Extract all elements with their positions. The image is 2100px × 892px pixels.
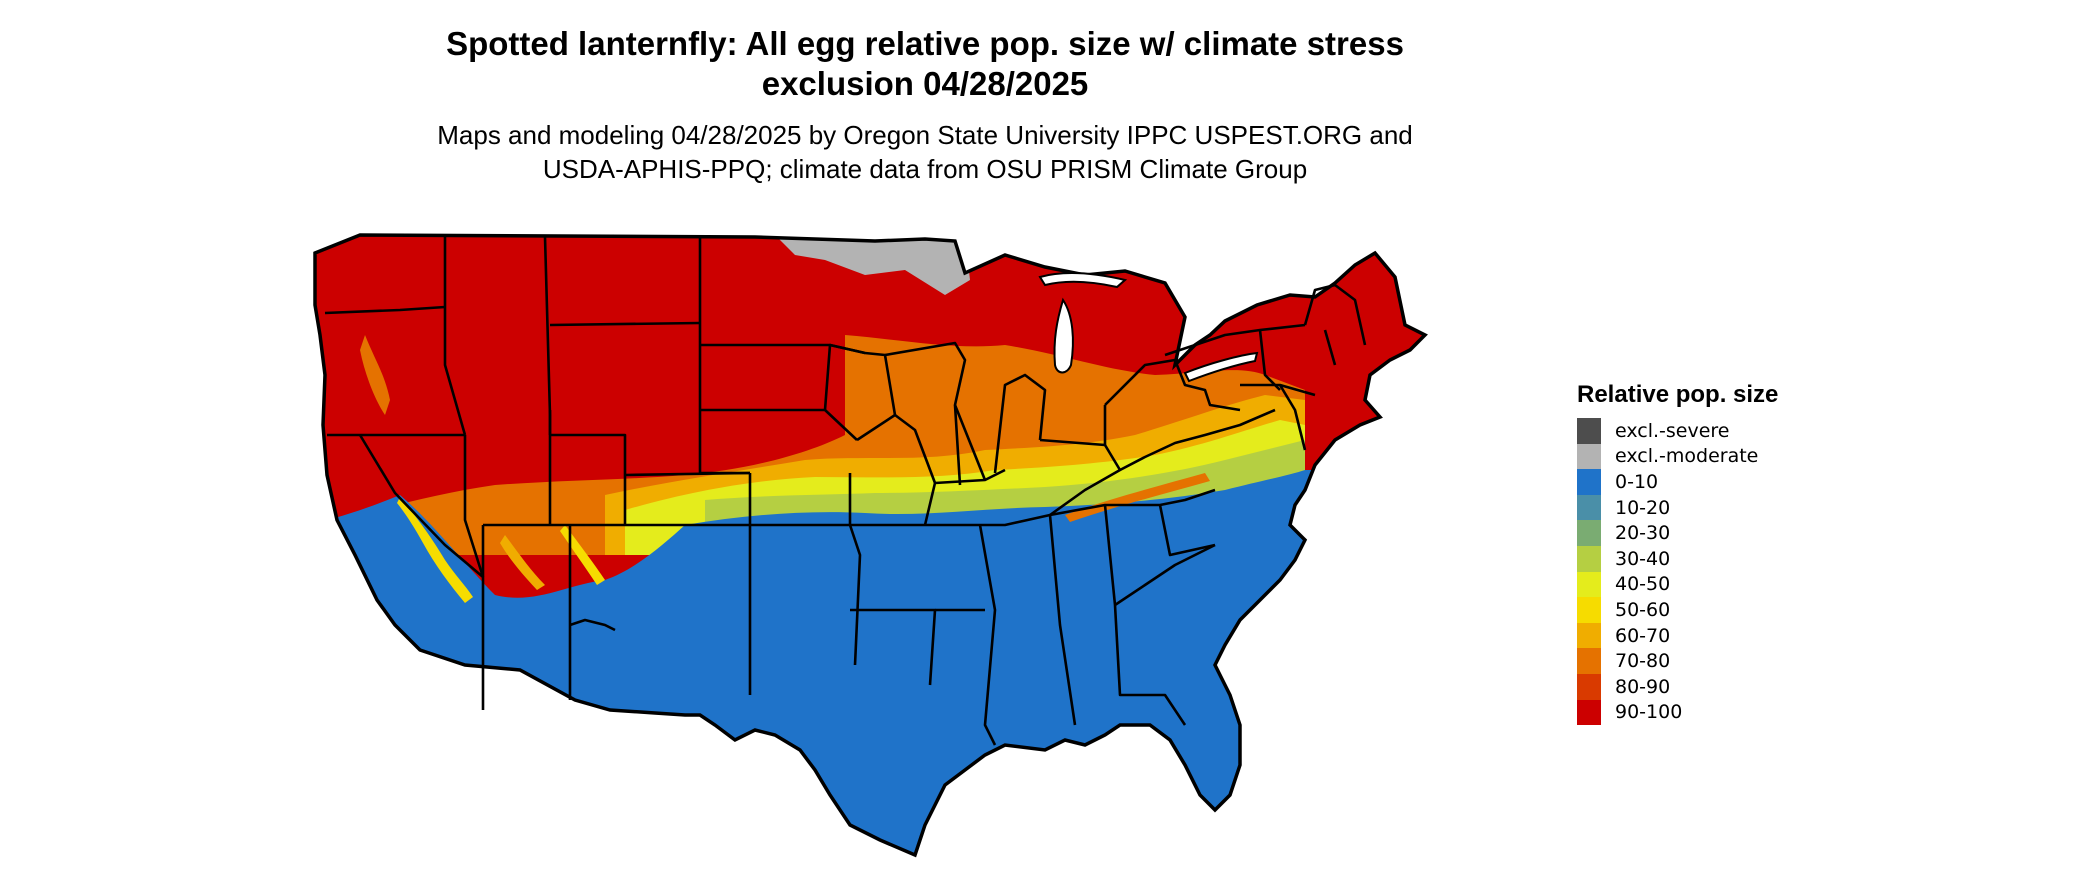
legend-label: 50-60 [1615,598,1671,621]
legend-swatch [1577,673,1601,700]
legend-item: 20-30 [1577,520,1837,546]
legend-label: 70-80 [1615,650,1671,673]
legend-label: excl.-moderate [1615,445,1759,468]
legend-label: excl.-severe [1615,419,1730,442]
legend-label: 60-70 [1615,624,1671,647]
map-title-line-1: Spotted lanternfly: All egg relative pop… [446,25,1404,62]
lake-erie [1183,351,1259,383]
title-block: Spotted lanternfly: All egg relative pop… [0,24,1850,186]
zone-70-80-appalachia [1065,473,1210,522]
legend-items: excl.-severe excl.-moderate 0-10 10-20 20-30… [1577,418,1837,726]
legend-swatch [1577,520,1601,546]
legend-swatch [1577,443,1601,470]
legend-item: 70-80 [1577,648,1837,674]
legend-item: 40-50 [1577,571,1837,598]
legend-swatch [1577,571,1601,598]
us-map-svg [313,233,1427,857]
great-lakes [1038,272,1259,383]
lake-superior [1038,272,1128,289]
legend-label: 90-100 [1615,701,1683,724]
lake-michigan [1053,297,1074,374]
legend-swatch [1577,469,1601,495]
legend-title: Relative pop. size [1577,381,1779,408]
legend-item: 30-40 [1577,545,1837,572]
legend-item: 50-60 [1577,597,1837,623]
legend-label: 30-40 [1615,547,1671,570]
legend-item: excl.-moderate [1577,443,1837,470]
legend-item: 80-90 [1577,673,1837,700]
legend-swatch [1577,494,1601,521]
us-map [305,225,1550,890]
suitability-raster [315,235,1425,855]
legend: Relative pop. size excl.-severe excl.-mod… [1577,380,1837,726]
map-title-line-2: exclusion 04/28/2025 [761,65,1089,102]
legend-swatch [1577,648,1601,674]
legend-swatch [1577,597,1601,623]
map-subtitle-line-2: USDA-APHIS-PPQ; climate data from OSU PR… [542,154,1308,184]
legend-item: 60-70 [1577,622,1837,649]
legend-label: 10-20 [1615,496,1671,519]
legend-item: excl.-severe [1577,418,1837,444]
legend-swatch [1577,418,1601,444]
legend-item: 0-10 [1577,469,1837,495]
zone-80-90-west [360,335,390,415]
legend-label: 40-50 [1615,573,1671,596]
zone-50-60-ca [397,497,473,603]
legend-item: 90-100 [1577,699,1837,726]
zone-excl-moderate [775,235,970,295]
legend-item: 10-20 [1577,494,1837,521]
legend-label: 20-30 [1615,522,1671,545]
legend-swatch [1577,699,1601,726]
zone-60-70-az [500,535,545,590]
state-borders [324,236,1367,746]
legend-swatch [1577,622,1601,649]
subtitle-block: Maps and modeling 04/28/2025 by Oregon S… [0,118,1850,186]
legend-swatch [1577,545,1601,572]
legend-label: 0-10 [1615,470,1659,493]
map-subtitle-line-1: Maps and modeling 04/28/2025 by Oregon S… [437,120,1413,150]
legend-label: 80-90 [1615,675,1671,698]
